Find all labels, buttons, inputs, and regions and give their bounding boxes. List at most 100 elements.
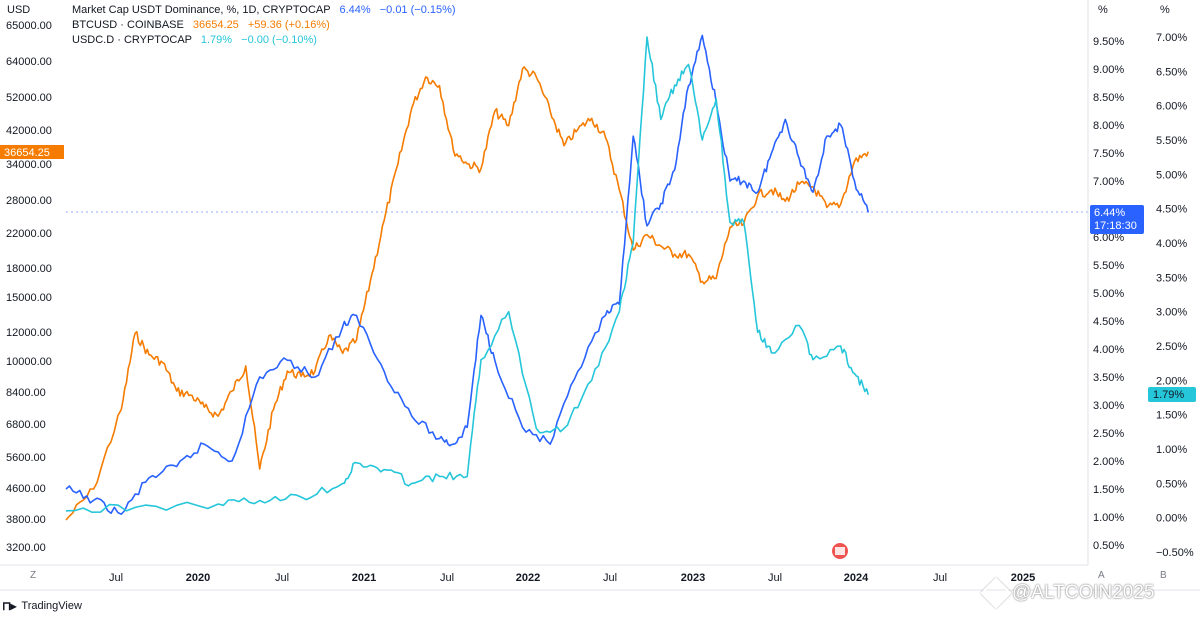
time-axis-tick: 2024 [844,572,869,584]
left-axis-tick: 3200.00 [6,542,46,554]
right-axis-usdc-tick: 2.50% [1156,341,1187,353]
left-axis-tick: 5600.00 [6,452,46,464]
time-axis-tick: 2021 [352,572,376,584]
left-axis-tick: 28000.00 [6,195,52,207]
series-group [65,34,870,521]
right-axis-usdc-tick: 2.00% [1156,375,1187,387]
left-axis-tick: 18000.00 [6,263,52,275]
time-axis-tick: 2023 [681,572,705,584]
time-axis-tick: 2025 [1011,572,1035,584]
right-axis-usdc-tick: 4.00% [1156,238,1187,250]
left-axis-tick: 65000.00 [6,20,52,32]
right-axis-usdt-tick: 3.50% [1093,372,1124,384]
time-axis-tick: Jul [603,572,617,584]
time-axis[interactable]: Jul 2020 Jul 2021 Jul 2022 Jul 2023 Jul 2024 Jul 20… [109,572,1035,584]
right-axis-usdc-tick: 7.00% [1156,32,1187,44]
left-axis-tick: 34000.00 [6,159,52,171]
left-axis-tick: 64000.00 [6,56,52,68]
right-axis-usdt-tick: 5.00% [1093,288,1124,300]
time-axis-tick: Jul [109,572,123,584]
tradingview-brand[interactable]: ⊓▸ TradingView [2,599,82,613]
legend-usdc-value: 1.79% [200,34,233,46]
right-axis-usdt-tick: 8.50% [1093,92,1124,104]
usdc-dominance-series-line[interactable] [65,36,870,513]
right-axis-usdt-tick: 7.50% [1093,148,1124,160]
b-scale-button[interactable]: B [1160,570,1167,581]
time-axis-tick: 2020 [186,572,210,584]
events-flag-icon[interactable] [832,543,848,559]
legend-usdc-change: −0.00 (−0.10%) [241,34,317,46]
left-axis: 65000.00 64000.00 52000.00 42000.00 34000.00… [6,20,52,554]
legend-usdt-value: 6.44% [339,4,371,16]
right-axis-usdc-tick: 4.50% [1156,204,1187,216]
time-axis-tick: 2022 [516,572,540,584]
time-axis-tick: Jul [768,572,782,584]
right-axis-usdc-tick: 5.00% [1156,169,1187,181]
right-axis-usdt-tick: 1.00% [1093,512,1124,524]
usdt-value-badge-text: 6.44% [1094,207,1125,219]
left-axis-tick: 42000.00 [6,125,52,137]
right-axis-usdc-tick: 1.50% [1156,410,1187,422]
legend-btc-change: +59.36 (+0.16%) [247,19,330,31]
legend-usdt[interactable]: Market Cap USDT Dominance, %, 1D, CRYPTO… [72,3,456,18]
binance-diamond-icon [980,577,1012,609]
right-axis-usdc-tick: 3.00% [1156,307,1187,319]
right-axis-usdc-tick: 6.50% [1156,66,1187,78]
legend-usdc-label: USDC.D · CRYPTOCAP [72,34,192,46]
left-axis-tick: 3800.00 [6,514,46,526]
right-axis-usdt-tick: 7.00% [1093,176,1124,188]
zoom-button[interactable]: Z [29,570,37,581]
watermark: @ALTCOIN2025 [980,577,1155,609]
usdc-value-badge-text: 1.79% [1153,389,1184,401]
usdt-value-badge: 6.44% 17:18:30 [1090,205,1144,234]
left-axis-unit: USD [7,4,31,16]
chart-legend: Market Cap USDT Dominance, %, 1D, CRYPTO… [72,3,456,48]
right-axis-usdt-tick: 4.00% [1093,344,1124,356]
left-axis-tick: 15000.00 [6,292,52,304]
right-axis-usdt-tick: 2.50% [1093,428,1124,440]
right-axis-usdt-tick: 3.00% [1093,400,1124,412]
usdc-value-badge: 1.79% [1148,387,1196,402]
btcusd-series-line[interactable] [65,66,870,521]
btc-price-badge-text: 36654.25 [4,147,50,159]
legend-btc-label: BTCUSD · COINBASE [72,19,184,31]
left-axis-tick: 4600.00 [6,483,46,495]
time-axis-tick: Jul [275,572,289,584]
right-axis-usdt-tick: 6.00% [1093,232,1124,244]
right-axis-unit-2: % [1160,4,1170,16]
right-axis-usdc-tick: 5.50% [1156,135,1187,147]
left-axis-tick: 8400.00 [6,387,46,399]
right-axis-usdt-tick: 9.50% [1093,36,1124,48]
right-axis-usdt-tick: 5.50% [1093,260,1124,272]
auto-scale-button[interactable]: A [1098,570,1105,581]
left-axis-tick: 52000.00 [6,92,52,104]
right-axis-usdc-tick: 6.00% [1156,101,1187,113]
legend-usdt-label: Market Cap USDT Dominance, %, 1D, CRYPTO… [72,4,331,16]
tradingview-logo-icon: ⊓▸ [2,599,16,613]
left-axis-tick: 6800.00 [6,419,46,431]
right-axis-usdt-tick: 1.50% [1093,484,1124,496]
right-axis-unit-1: % [1098,4,1108,16]
right-axis-usdt-tick: 2.00% [1093,456,1124,468]
right-axis-usdt-tick: 0.50% [1093,540,1124,552]
right-axis-usdt: 9.50%9.00%8.50%8.00%7.50%7.00%6.50%6.00%… [1093,36,1124,552]
right-axis-usdt-tick: 8.00% [1093,120,1124,132]
usdt-countdown-text: 17:18:30 [1094,220,1137,232]
right-axis-usdc-tick: −0.50% [1156,547,1194,559]
right-axis-usdc-tick: 0.00% [1156,513,1187,525]
right-axis-usdc-tick: 1.00% [1156,444,1187,456]
time-axis-tick: Jul [933,572,947,584]
tradingview-brand-text: TradingView [21,600,82,612]
usdt-dominance-series-line[interactable] [65,34,870,515]
legend-btc-value: 36654.25 [192,19,239,31]
left-axis-tick: 12000.00 [6,327,52,339]
right-axis-usdc: 7.00% 6.50% 6.00% 5.50% 5.00% 4.50% 4.00% 3.50%… [1156,32,1194,559]
legend-usdc[interactable]: USDC.D · CRYPTOCAP 1.79% −0.00 (−0.10%) [72,33,456,48]
right-axis-usdt-tick: 9.00% [1093,64,1124,76]
legend-btc[interactable]: BTCUSD · COINBASE 36654.25 +59.36 (+0.16… [72,18,456,33]
legend-usdt-change: −0.01 (−0.15%) [379,4,456,16]
watermark-text: @ALTCOIN2025 [1012,582,1155,603]
right-axis-usdt-tick: 4.50% [1093,316,1124,328]
right-axis-usdc-tick: 3.50% [1156,272,1187,284]
